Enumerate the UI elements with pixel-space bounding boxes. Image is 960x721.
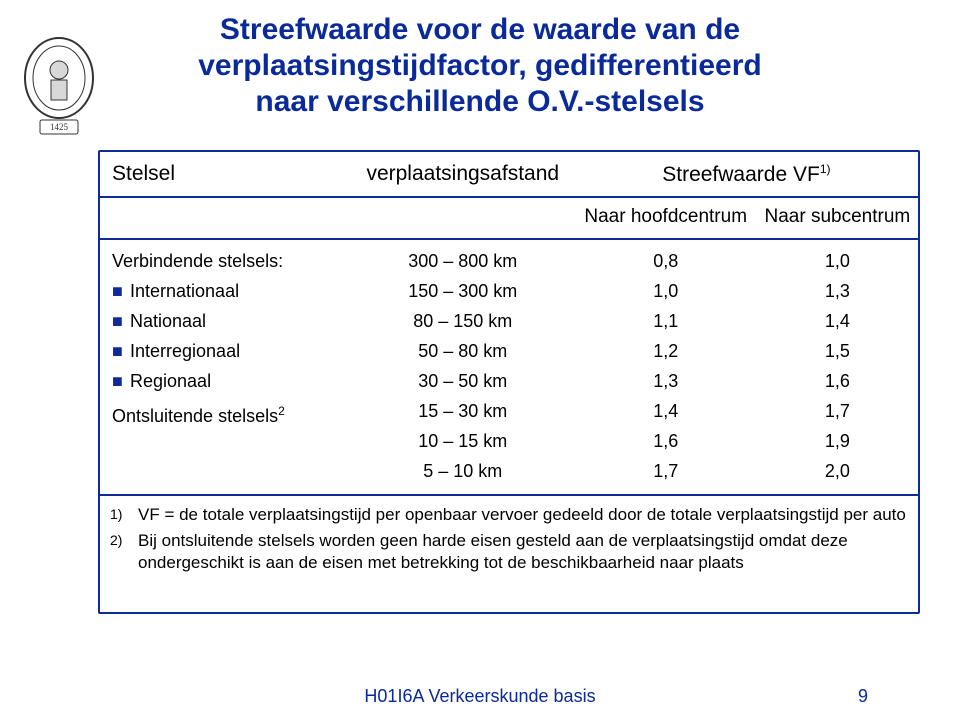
- row-subcentrum: 1,6: [757, 366, 918, 396]
- bullet-icon: ■: [112, 276, 130, 306]
- th-hoofdcentrum: Naar hoofdcentrum: [575, 196, 757, 238]
- bullet-icon: ■: [112, 366, 130, 396]
- row-label: Ontsluitende stelsels2: [100, 396, 351, 426]
- row-subcentrum: 1,9: [757, 426, 918, 456]
- row-label-text: Regionaal: [130, 371, 211, 391]
- row-subcentrum: 1,4: [757, 306, 918, 336]
- footnote-row: 2)Bij ontsluitende stelsels worden geen …: [110, 530, 908, 574]
- table-header-row: Stelsel verplaatsingsafstand Streefwaard…: [100, 152, 918, 198]
- row-label-text: Interregionaal: [130, 341, 240, 361]
- row-afstand: 150 – 300 km: [351, 276, 575, 306]
- title-line-3: naar verschillende O.V.-stelsels: [255, 85, 704, 118]
- row-hoofdcentrum: 1,7: [575, 456, 757, 486]
- row-afstand: 30 – 50 km: [351, 366, 575, 396]
- row-label-text: Ontsluitende stelsels: [112, 406, 278, 426]
- footer-course-code: H01I6A Verkeerskunde basis: [364, 686, 595, 706]
- row-hoofdcentrum: 0,8: [575, 246, 757, 276]
- th-stelsel: Stelsel: [100, 152, 351, 196]
- row-label-text: Verbindende stelsels:: [112, 251, 283, 271]
- row-hoofdcentrum: 1,2: [575, 336, 757, 366]
- table-body: Verbindende stelsels:■Internationaal■Nat…: [100, 240, 918, 496]
- row-label: ■Interregionaal: [100, 336, 351, 366]
- row-afstand: 80 – 150 km: [351, 306, 575, 336]
- row-hoofdcentrum: 1,0: [575, 276, 757, 306]
- bullet-icon: ■: [112, 336, 130, 366]
- th-streefwaarde: Streefwaarde VF1): [575, 152, 918, 196]
- footnote-text: VF = de totale verplaatsingstijd per ope…: [138, 504, 908, 526]
- slide-footer: H01I6A Verkeerskunde basis 9: [0, 686, 960, 707]
- th-subcentrum: Naar subcentrum: [757, 196, 918, 238]
- row-label-sup: 2: [278, 404, 285, 418]
- row-afstand: 5 – 10 km: [351, 456, 575, 486]
- table-footnotes: 1)VF = de totale verplaatsingstijd per o…: [100, 496, 918, 612]
- row-label: ■Nationaal: [100, 306, 351, 336]
- svg-text:1425: 1425: [50, 122, 69, 132]
- th-streefwaarde-sup: 1): [820, 162, 831, 176]
- footnote-row: 1)VF = de totale verplaatsingstijd per o…: [110, 504, 908, 526]
- footnote-number: 2): [110, 530, 138, 574]
- row-label: ■Internationaal: [100, 276, 351, 306]
- row-label-text: Nationaal: [130, 311, 206, 331]
- row-label: ■Regionaal: [100, 366, 351, 396]
- th-afstand: verplaatsingsafstand: [351, 152, 575, 196]
- row-afstand: 300 – 800 km: [351, 246, 575, 276]
- row-afstand: 50 – 80 km: [351, 336, 575, 366]
- bullet-icon: ■: [112, 306, 130, 336]
- row-hoofdcentrum: 1,1: [575, 306, 757, 336]
- streefwaarde-table: Stelsel verplaatsingsafstand Streefwaard…: [98, 150, 920, 614]
- row-label: [100, 456, 351, 486]
- title-line-1: Streefwaarde voor de waarde van de: [220, 13, 740, 46]
- footer-page-number: 9: [858, 686, 868, 707]
- table-subheader-row: Naar hoofdcentrum Naar subcentrum: [100, 198, 918, 240]
- row-afstand: 15 – 30 km: [351, 396, 575, 426]
- th-streefwaarde-text: Streefwaarde VF: [662, 163, 820, 186]
- footnote-number: 1): [110, 504, 138, 526]
- row-hoofdcentrum: 1,6: [575, 426, 757, 456]
- row-subcentrum: 1,3: [757, 276, 918, 306]
- row-subcentrum: 1,5: [757, 336, 918, 366]
- row-subcentrum: 2,0: [757, 456, 918, 486]
- title-line-2: verplaatsingstijdfactor, gedifferentieer…: [198, 49, 761, 82]
- footnote-text: Bij ontsluitende stelsels worden geen ha…: [138, 530, 908, 574]
- row-label: Verbindende stelsels:: [100, 246, 351, 276]
- slide-title: Streefwaarde voor de waarde van de verpl…: [0, 12, 960, 120]
- row-subcentrum: 1,0: [757, 246, 918, 276]
- row-label: [100, 426, 351, 456]
- row-hoofdcentrum: 1,4: [575, 396, 757, 426]
- row-afstand: 10 – 15 km: [351, 426, 575, 456]
- row-hoofdcentrum: 1,3: [575, 366, 757, 396]
- row-label-text: Internationaal: [130, 281, 239, 301]
- row-subcentrum: 1,7: [757, 396, 918, 426]
